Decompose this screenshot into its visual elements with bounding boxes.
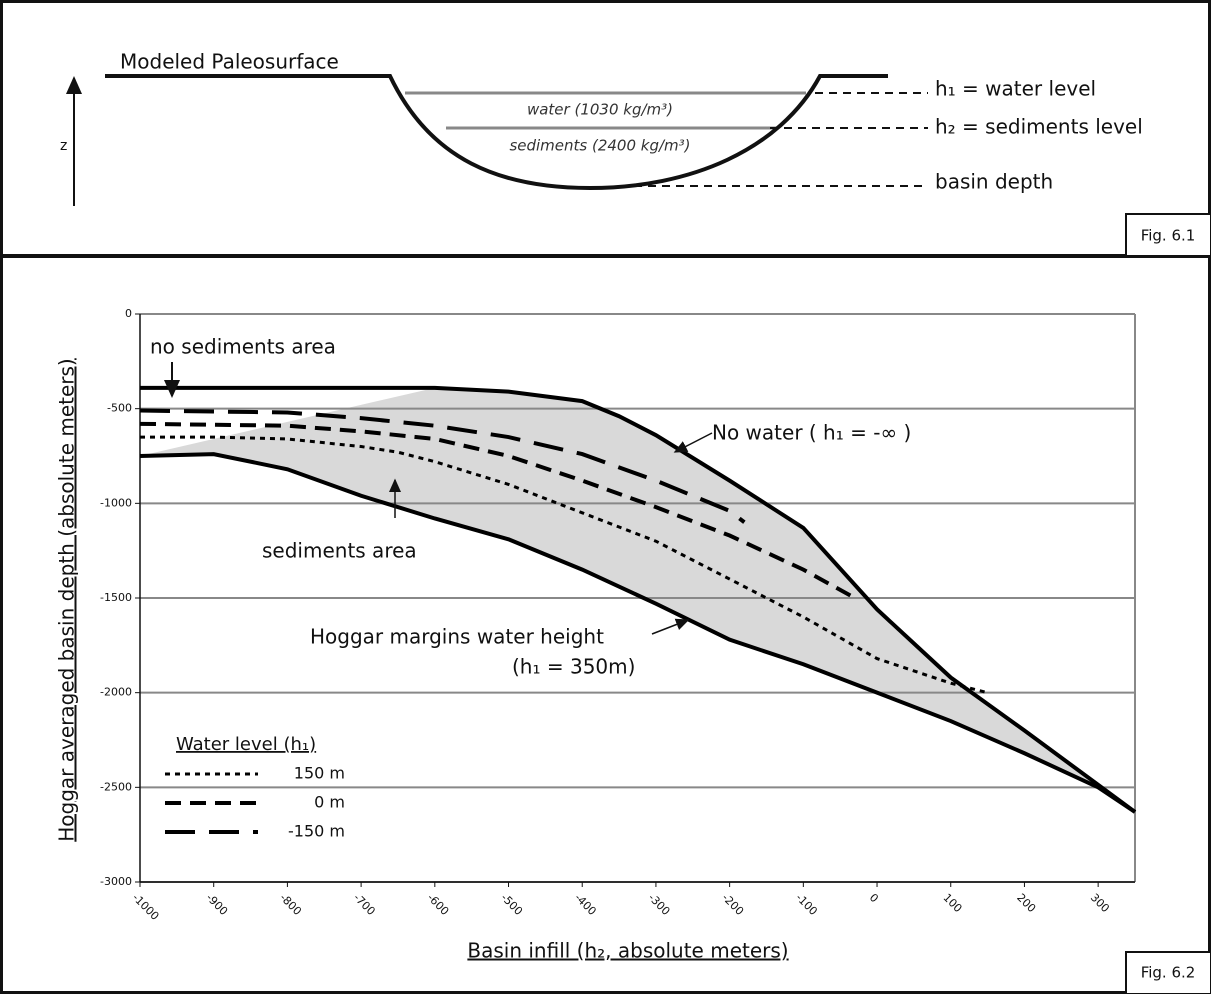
h2-label: h₂ = sediments level — [935, 115, 1143, 139]
x-tick-label: -400 — [572, 891, 599, 918]
legend-label: 150 m — [294, 764, 345, 783]
water-level-line — [139, 421, 856, 600]
annotation-arrow — [651, 618, 690, 635]
sediments-area-fill — [140, 387, 1135, 812]
y-tick-label: -1000 — [100, 496, 132, 509]
fig-box — [1125, 951, 1211, 994]
y-tick-label: -500 — [107, 402, 132, 415]
legend-label: -150 m — [288, 822, 345, 841]
annotation-arrow — [673, 432, 713, 453]
annotation: (h₁ = 350m) — [512, 655, 635, 679]
y-tick-label: -1500 — [100, 591, 132, 604]
x-tick-label: -200 — [719, 891, 746, 918]
x-tick-label: 300 — [1088, 891, 1112, 915]
x-tick-label: -500 — [498, 891, 525, 918]
y-axis-title: Hoggar averaged basin depth (absolute me… — [55, 358, 79, 842]
x-tick-label: -1000 — [130, 891, 162, 923]
x-tick-label: -700 — [351, 891, 378, 918]
water-level-line — [139, 408, 746, 524]
diagram: z Modeled Paleosurface water (1030 kg/m³… — [60, 50, 1211, 257]
surface-label: Modeled Paleosurface — [120, 50, 339, 74]
annotation: No water ( h₁ = -∞ ) — [712, 421, 911, 445]
fig-label: Fig. 6.1 — [1141, 227, 1196, 245]
fig-box — [1125, 213, 1211, 257]
legend-title: Water level (h₁) — [176, 734, 316, 755]
depth-label: basin depth — [935, 170, 1053, 194]
x-axis-title: Basin infill (h₂, absolute meters) — [467, 939, 788, 963]
water-level-line — [140, 435, 988, 695]
annotation: no sediments area — [150, 335, 336, 359]
water-label: water (1030 kg/m³) — [527, 101, 673, 119]
y-tick-label: -2500 — [100, 780, 132, 793]
x-tick-label: -900 — [203, 891, 230, 918]
hoggar-margins-line — [139, 452, 1137, 814]
z-label: z — [60, 138, 67, 154]
chart: Fig. 6.2 Basin infill (h₂, absolute mete… — [55, 307, 1211, 994]
y-tick-label: 0 — [125, 307, 132, 320]
x-tick-label: -100 — [793, 891, 820, 918]
x-tick-label: 200 — [1014, 891, 1038, 915]
x-tick-label: 0 — [867, 891, 881, 905]
y-tick-label: -2000 — [100, 686, 132, 699]
legend-label: 0 m — [314, 793, 345, 812]
x-tick-label: 100 — [940, 891, 964, 915]
y-tick-label: -3000 — [100, 875, 132, 888]
fig-label: Fig. 6.2 — [1141, 964, 1196, 982]
h1-label: h₁ = water level — [935, 77, 1096, 101]
annotation: sediments area — [262, 539, 417, 563]
x-tick-label: -800 — [277, 891, 304, 918]
annotation: Hoggar margins water height — [310, 625, 604, 649]
x-tick-label: -600 — [425, 891, 452, 918]
sediments-label: sediments (2400 kg/m³) — [509, 137, 690, 155]
x-tick-label: -300 — [646, 891, 673, 918]
